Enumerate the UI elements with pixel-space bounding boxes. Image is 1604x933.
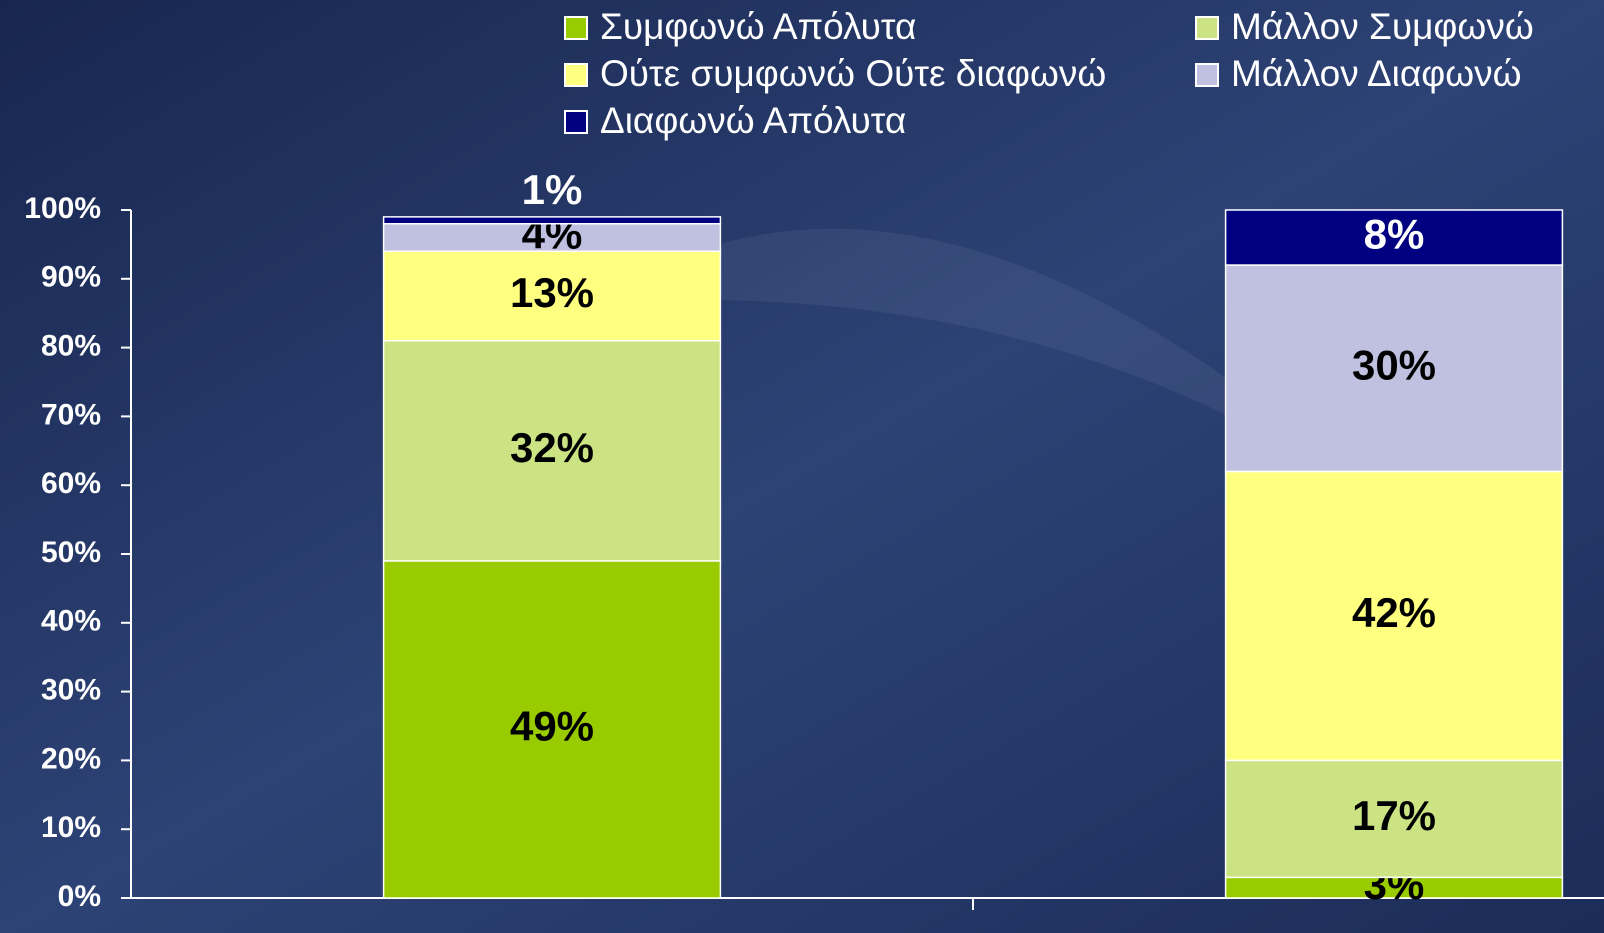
y-tick-label: 100% bbox=[24, 192, 101, 225]
legend-swatch bbox=[1195, 16, 1219, 40]
y-tick-label: 50% bbox=[41, 536, 101, 569]
data-label: 42% bbox=[1352, 589, 1436, 636]
bar-segment bbox=[382, 560, 722, 899]
bar-segment bbox=[382, 339, 722, 562]
y-tick-label: 40% bbox=[41, 605, 101, 638]
legend-swatch bbox=[564, 110, 588, 134]
y-tick-label: 30% bbox=[41, 674, 101, 707]
legend-label: Μάλλον Συμφωνώ bbox=[1231, 6, 1534, 47]
legend-label: Συμφωνώ Απόλυτα bbox=[600, 6, 916, 47]
y-tick-label: 10% bbox=[41, 811, 101, 844]
bar-segment bbox=[382, 250, 722, 342]
bar-segment bbox=[382, 216, 722, 225]
bar-segment bbox=[1224, 759, 1564, 879]
bar-segment bbox=[382, 223, 722, 253]
data-label: 1% bbox=[522, 166, 583, 213]
legend-label: Ούτε συμφωνώ Ούτε διαφωνώ bbox=[600, 53, 1106, 94]
legend-swatch bbox=[1195, 63, 1219, 87]
bar-segment bbox=[1224, 209, 1564, 266]
data-label: 32% bbox=[510, 424, 594, 471]
y-tick-label: 0% bbox=[58, 880, 101, 913]
legend-swatch bbox=[564, 16, 588, 40]
y-tick-label: 60% bbox=[41, 467, 101, 500]
y-tick-label: 70% bbox=[41, 398, 101, 431]
bar-segment bbox=[1224, 470, 1564, 762]
legend-label: Μάλλον Διαφωνώ bbox=[1231, 53, 1522, 94]
data-label: 49% bbox=[510, 703, 594, 750]
y-tick-label: 80% bbox=[41, 330, 101, 363]
data-label: 30% bbox=[1352, 341, 1436, 388]
data-label: 17% bbox=[1352, 792, 1436, 839]
data-label: 13% bbox=[510, 269, 594, 316]
backdrop-swoosh bbox=[700, 228, 1400, 521]
legend-swatch bbox=[564, 63, 588, 87]
data-label: 8% bbox=[1364, 211, 1425, 258]
bar-segment bbox=[1224, 264, 1564, 473]
y-tick-label: 20% bbox=[41, 742, 101, 775]
y-tick-label: 90% bbox=[41, 261, 101, 294]
legend-label: Διαφωνώ Απόλυτα bbox=[600, 100, 906, 141]
